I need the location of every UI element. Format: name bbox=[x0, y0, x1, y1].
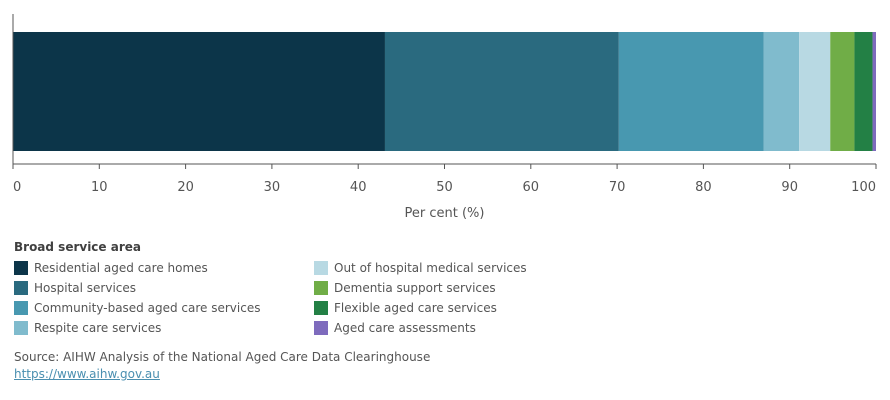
legend-label: Respite care services bbox=[34, 321, 162, 335]
bar-segment-2[interactable] bbox=[618, 32, 764, 151]
legend-item[interactable]: Hospital services bbox=[14, 278, 314, 298]
legend-item[interactable]: Dementia support services bbox=[314, 278, 614, 298]
bar-segment-4[interactable] bbox=[799, 32, 831, 151]
x-tick-label: 20 bbox=[177, 180, 194, 195]
legend-label: Dementia support services bbox=[334, 281, 496, 295]
x-tick-label: 100 bbox=[851, 180, 876, 195]
legend-title: Broad service area bbox=[14, 240, 141, 254]
bar-segment-0[interactable] bbox=[13, 32, 385, 151]
legend-item[interactable]: Aged care assessments bbox=[314, 318, 614, 338]
x-tick-label: 80 bbox=[695, 180, 712, 195]
legend-label: Aged care assessments bbox=[334, 321, 476, 335]
legend-swatch bbox=[14, 321, 28, 335]
x-tick-label: 30 bbox=[264, 180, 281, 195]
x-axis-ticks: 0 10 20 30 40 50 60 70 80 90 100 bbox=[12, 164, 877, 195]
legend-swatch bbox=[314, 321, 328, 335]
x-axis-label: Per cent (%) bbox=[405, 206, 485, 221]
x-tick-label: 40 bbox=[350, 180, 367, 195]
x-tick-label: 50 bbox=[436, 180, 453, 195]
legend-item[interactable]: Out of hospital medical services bbox=[314, 258, 614, 278]
legend-swatch bbox=[314, 261, 328, 275]
x-tick-label: 0 bbox=[13, 180, 21, 195]
x-tick-label: 70 bbox=[609, 180, 626, 195]
legend-item[interactable]: Respite care services bbox=[14, 318, 314, 338]
legend-items: Residential aged care homes Hospital serv… bbox=[14, 258, 614, 338]
source-note: Source: AIHW Analysis of the National Ag… bbox=[14, 349, 430, 383]
x-tick-label: 10 bbox=[91, 180, 108, 195]
legend-swatch bbox=[314, 301, 328, 315]
bar-segment-5[interactable] bbox=[830, 32, 855, 151]
legend-swatch bbox=[14, 281, 28, 295]
legend-item[interactable]: Flexible aged care services bbox=[314, 298, 614, 318]
legend-label: Out of hospital medical services bbox=[334, 261, 527, 275]
bar-segment-3[interactable] bbox=[763, 32, 800, 151]
bar-segment-7[interactable] bbox=[872, 32, 876, 151]
source-link[interactable]: https://www.aihw.gov.au bbox=[14, 367, 160, 381]
bar-segment-1[interactable] bbox=[384, 32, 619, 151]
x-tick-label: 60 bbox=[523, 180, 540, 195]
legend-label: Community-based aged care services bbox=[34, 301, 261, 315]
bar-segment-6[interactable] bbox=[854, 32, 873, 151]
legend-label: Residential aged care homes bbox=[34, 261, 208, 275]
x-tick-label: 90 bbox=[781, 180, 798, 195]
legend-swatch bbox=[314, 281, 328, 295]
legend-swatch bbox=[14, 301, 28, 315]
legend-item[interactable]: Community-based aged care services bbox=[14, 298, 314, 318]
legend: Broad service area Residential aged care… bbox=[14, 239, 614, 338]
legend-label: Flexible aged care services bbox=[334, 301, 497, 315]
legend-label: Hospital services bbox=[34, 281, 137, 295]
stacked-bar bbox=[13, 32, 876, 151]
legend-item[interactable]: Residential aged care homes bbox=[14, 258, 314, 278]
source-text: Source: AIHW Analysis of the National Ag… bbox=[14, 350, 431, 364]
chart-plot: 0 10 20 30 40 50 60 70 80 90 100 Per cent (%) bbox=[12, 14, 877, 221]
legend-swatch bbox=[14, 261, 28, 275]
